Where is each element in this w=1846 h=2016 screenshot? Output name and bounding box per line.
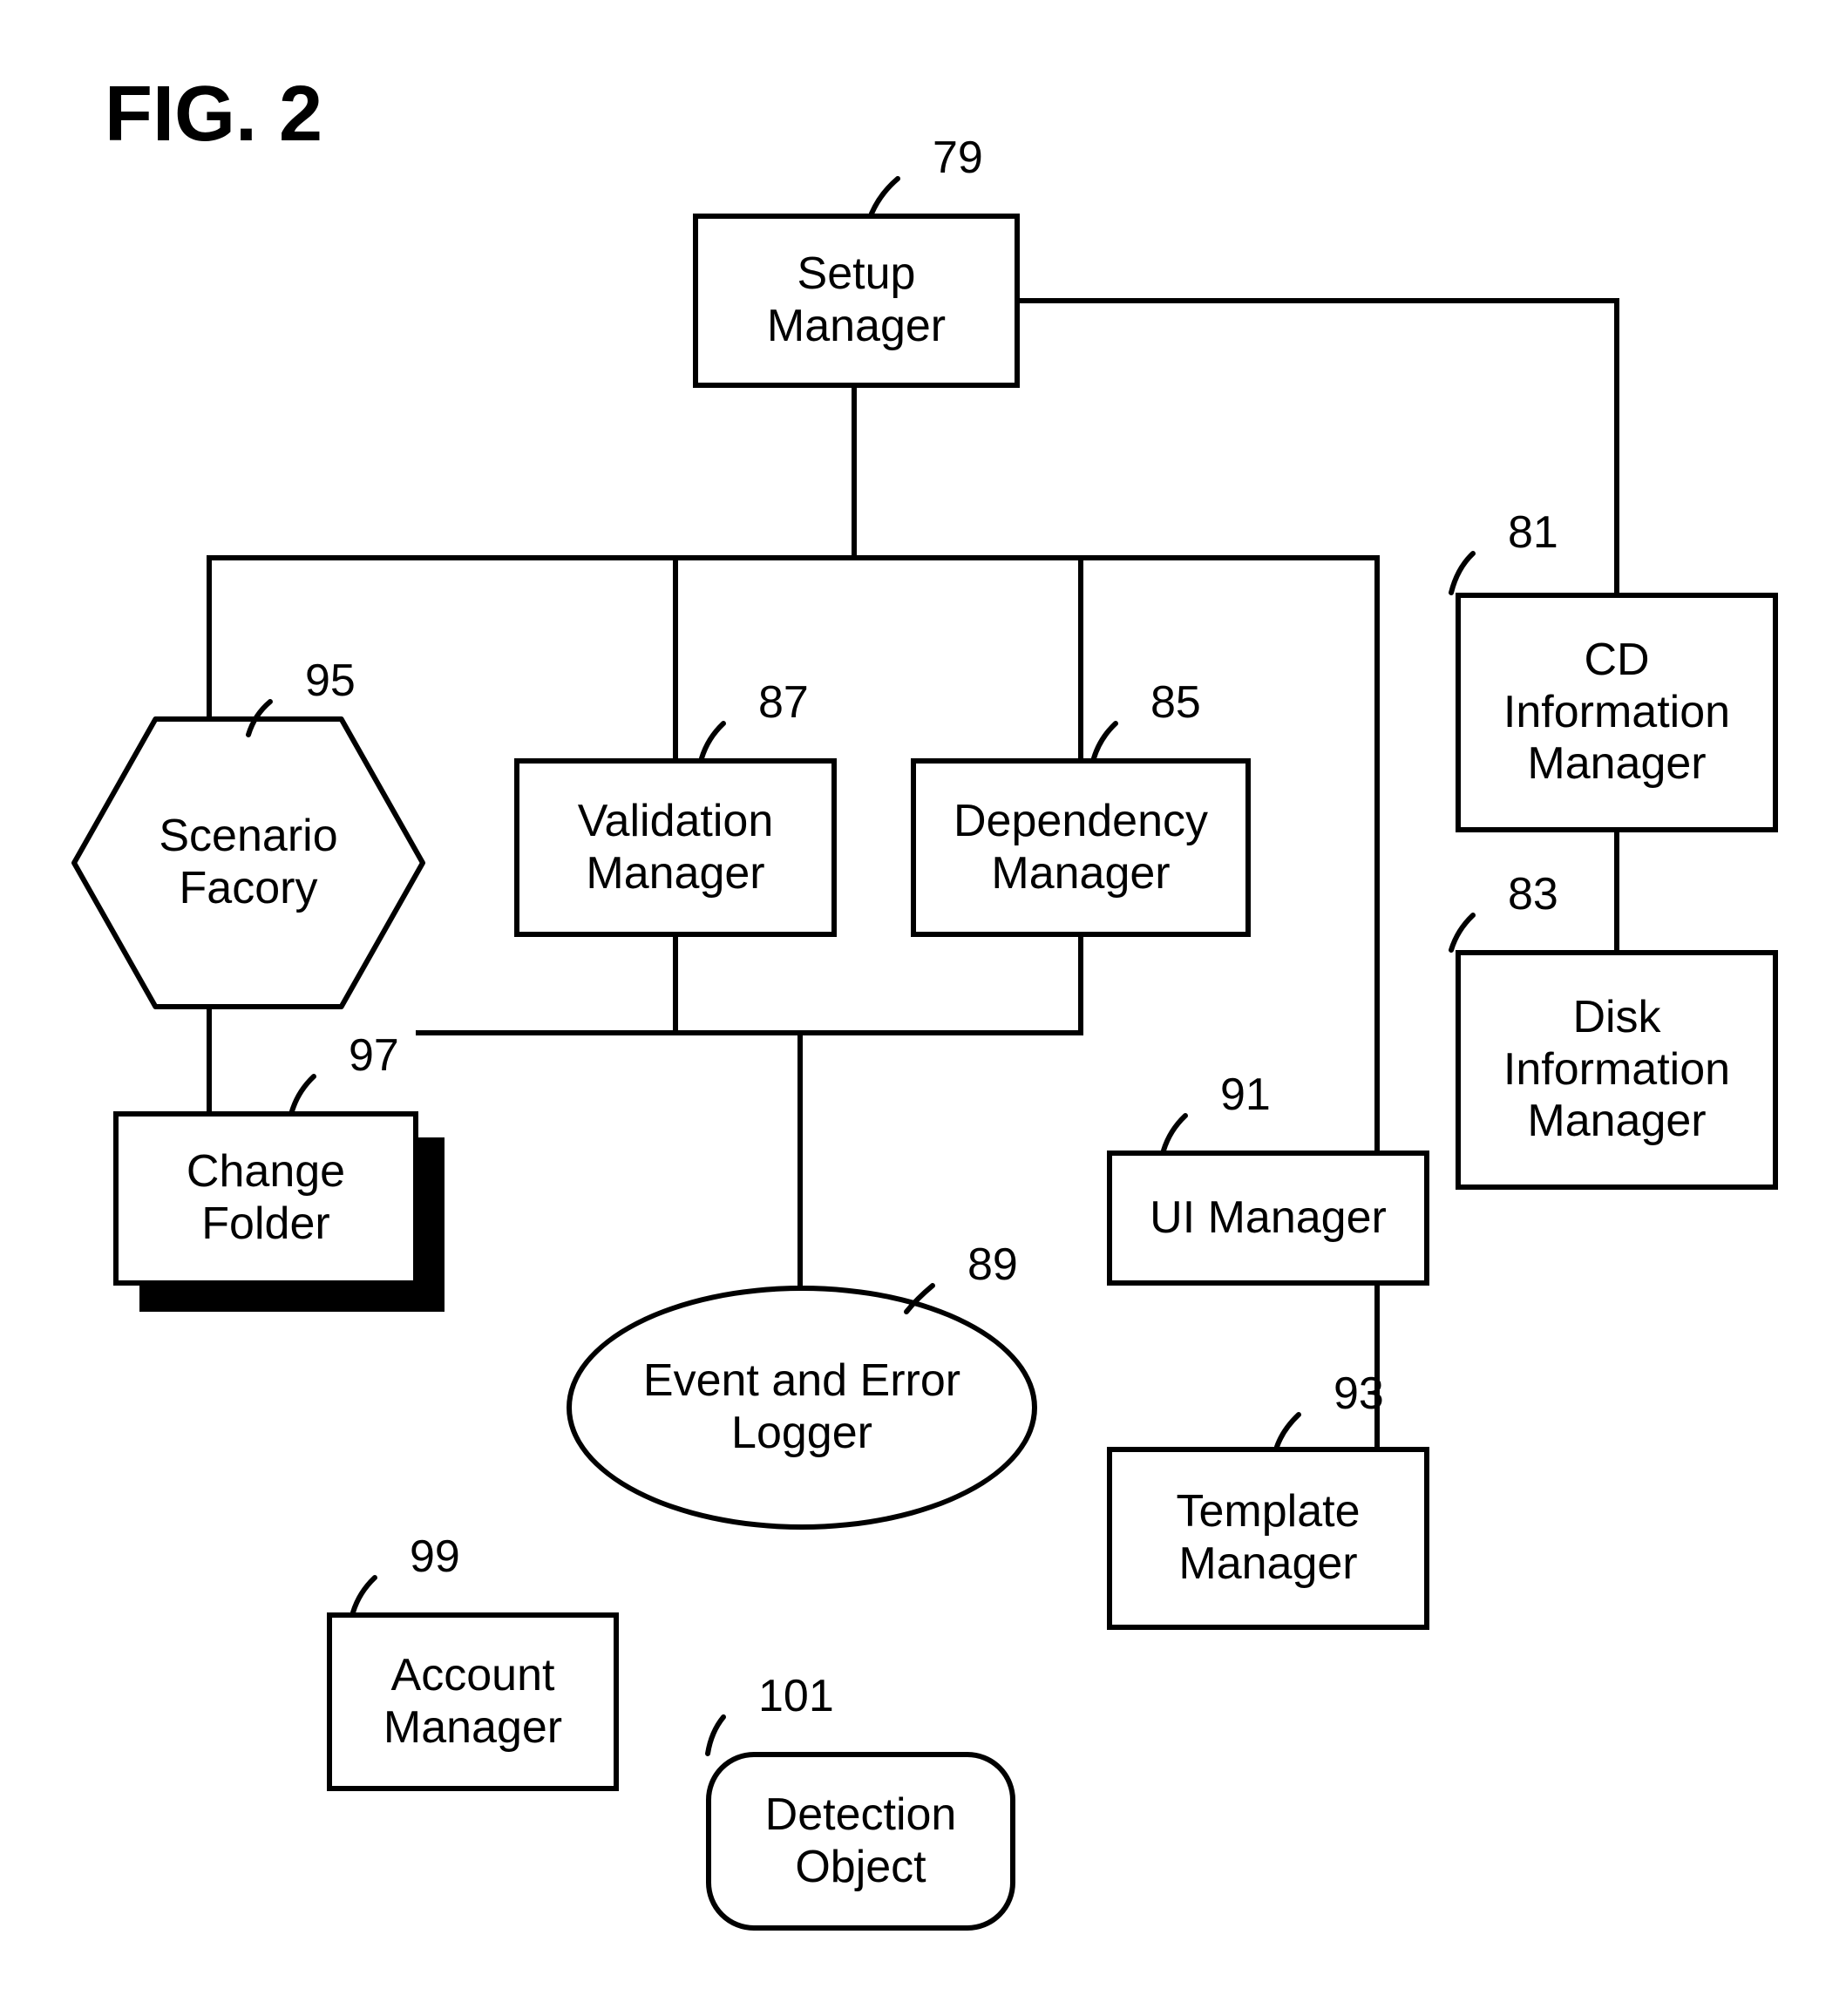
node-setup_manager: SetupManager [693, 214, 1020, 388]
node-change_folder: ChangeFolder [113, 1111, 418, 1286]
ref-template_mgr: 93 [1334, 1368, 1384, 1420]
ref-setup_manager: 79 [933, 132, 983, 184]
node-event_logger: Event and ErrorLogger [567, 1286, 1037, 1530]
ref-detection_obj: 101 [758, 1670, 834, 1722]
ref-event_logger: 89 [967, 1239, 1018, 1291]
node-ui_manager: UI Manager [1107, 1151, 1429, 1286]
ref-ui_manager: 91 [1220, 1069, 1271, 1121]
ref-cd_info_manager: 81 [1508, 506, 1558, 559]
figure-title: FIG. 2 [105, 70, 322, 160]
node-template_mgr: TemplateManager [1107, 1447, 1429, 1630]
ref-dependency_mgr: 85 [1150, 676, 1201, 729]
node-detection_obj: DetectionObject [706, 1752, 1015, 1931]
node-cd_info_manager: CDInformationManager [1456, 593, 1778, 832]
ref-scenario_factory: 95 [305, 655, 356, 707]
ref-validation_mgr: 87 [758, 676, 809, 729]
node-validation_mgr: ValidationManager [514, 758, 837, 937]
node-disk_info_manager: DiskInformationManager [1456, 950, 1778, 1190]
ref-disk_info_manager: 83 [1508, 868, 1558, 920]
ref-change_folder: 97 [349, 1029, 399, 1082]
node-dependency_mgr: DependencyManager [911, 758, 1251, 937]
node-account_mgr: AccountManager [327, 1612, 619, 1791]
ref-account_mgr: 99 [410, 1531, 460, 1583]
node-scenario_factory: ScenarioFacory [70, 715, 427, 1011]
